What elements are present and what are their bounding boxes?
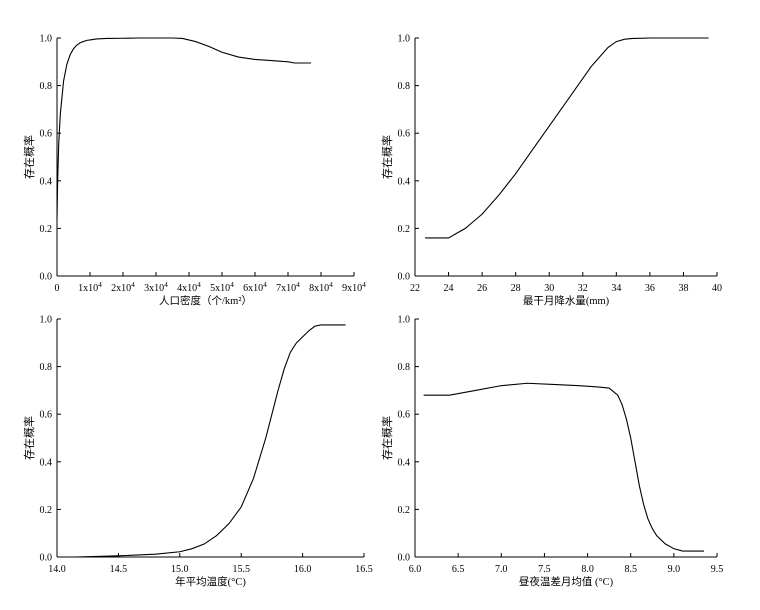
y-tick-label: 0.0: [398, 553, 411, 564]
y-tick-label: 0.8: [398, 81, 411, 92]
chart-panel-diurnal-range: 0.0 0.2 0.4 0.6 0.8 1.0 6.0 6.5 7.0 7.5 8.0 8.5 9.0 9…: [380, 315, 723, 589]
y-tick-label: 0.0: [40, 272, 53, 283]
y-axis-title: 存在概率: [380, 135, 394, 179]
x-tick-label: 24: [444, 283, 454, 294]
x-tick-label: 7x104: [276, 280, 300, 294]
x-tick-label: 8.5: [624, 564, 637, 575]
x-tick-label: 15.0: [171, 564, 189, 575]
x-tick-label: 9x104: [342, 280, 366, 294]
y-tick-label: 0.0: [398, 272, 411, 283]
series-line: [423, 382, 705, 552]
x-tick-label: 28: [511, 283, 521, 294]
x-tick-label: 22: [410, 283, 420, 294]
y-tick-label: 1.0: [398, 34, 411, 45]
x-tick-label: 16.0: [294, 564, 312, 575]
x-tick-label: 34: [611, 283, 621, 294]
x-tick-label: 0: [55, 283, 60, 294]
x-tick-label: 26: [477, 283, 487, 294]
x-tick-label: 36: [645, 283, 655, 294]
series-line: [56, 37, 312, 219]
x-tick-label: 3x104: [144, 280, 168, 294]
y-tick-label: 0.8: [40, 362, 53, 373]
x-tick-label: 16.5: [355, 564, 373, 575]
x-tick-label: 8.0: [581, 564, 594, 575]
y-tick-label: 0.2: [40, 224, 53, 235]
x-tick-label: 9.0: [668, 564, 681, 575]
y-tick-label: 0.2: [40, 505, 53, 516]
chart-panel-annual-mean-temp: 0.0 0.2 0.4 0.6 0.8 1.0 14.0 14.5 15.0 15.5 16.0 16…: [22, 315, 373, 589]
y-tick-label: 0.8: [40, 81, 53, 92]
x-tick-label: 2x104: [111, 280, 135, 294]
x-tick-label: 14.5: [110, 564, 128, 575]
x-axis-title: 最干月降水量(mm): [523, 294, 610, 307]
y-tick-label: 0.6: [398, 129, 411, 140]
x-tick-label: 9.5: [711, 564, 724, 575]
x-tick-label: 1x104: [78, 280, 102, 294]
y-tick-label: 0.0: [40, 553, 53, 564]
x-tick-label: 38: [678, 283, 688, 294]
y-tick-label: 0.2: [398, 224, 411, 235]
x-tick-label: 14.0: [48, 564, 66, 575]
y-axis-title: 存在概率: [22, 416, 36, 460]
x-tick-label: 30: [544, 283, 554, 294]
y-tick-label: 0.4: [398, 176, 411, 187]
y-tick-label: 0.4: [40, 176, 53, 187]
x-tick-label: 5x104: [210, 280, 234, 294]
y-tick-label: 0.2: [398, 505, 411, 516]
x-tick-label: 4x104: [177, 280, 201, 294]
x-tick-label: 6x104: [243, 280, 267, 294]
series-line: [425, 37, 709, 239]
x-tick-label: 6.0: [409, 564, 422, 575]
y-tick-label: 1.0: [398, 315, 411, 326]
y-tick-label: 0.6: [398, 410, 411, 421]
y-tick-label: 1.0: [40, 34, 53, 45]
x-axis-title: 年平均温度(°C): [175, 575, 246, 588]
y-tick-label: 0.4: [40, 457, 53, 468]
x-tick-label: 6.5: [452, 564, 465, 575]
x-tick-label: 40: [712, 283, 722, 294]
series-line: [75, 324, 346, 558]
x-axis-title: 人口密度（个/km²）: [159, 294, 252, 307]
x-tick-label: 8x104: [309, 280, 333, 294]
x-tick-label: 7.5: [538, 564, 551, 575]
y-tick-label: 0.6: [40, 410, 53, 421]
x-axis-title: 昼夜温差月均值 (°C): [519, 575, 614, 588]
chart-panel-population-density: 0.0 0.2 0.4 0.6 0.8 1.0 0 1x104 2x104 3x104 4x104 5…: [22, 34, 366, 308]
y-tick-label: 0.4: [398, 457, 411, 468]
y-tick-label: 1.0: [40, 315, 53, 326]
x-tick-label: 15.5: [232, 564, 250, 575]
y-tick-label: 0.8: [398, 362, 411, 373]
x-tick-label: 32: [578, 283, 588, 294]
y-axis-title: 存在概率: [380, 416, 394, 460]
y-tick-label: 0.6: [40, 129, 53, 140]
y-axis-title: 存在概率: [22, 135, 36, 179]
x-tick-label: 7.0: [495, 564, 508, 575]
chart-panel-driest-month-precip: 0.0 0.2 0.4 0.6 0.8 1.0 22 24 26 28 30 32 34 36 38 40 最干…: [380, 34, 722, 308]
